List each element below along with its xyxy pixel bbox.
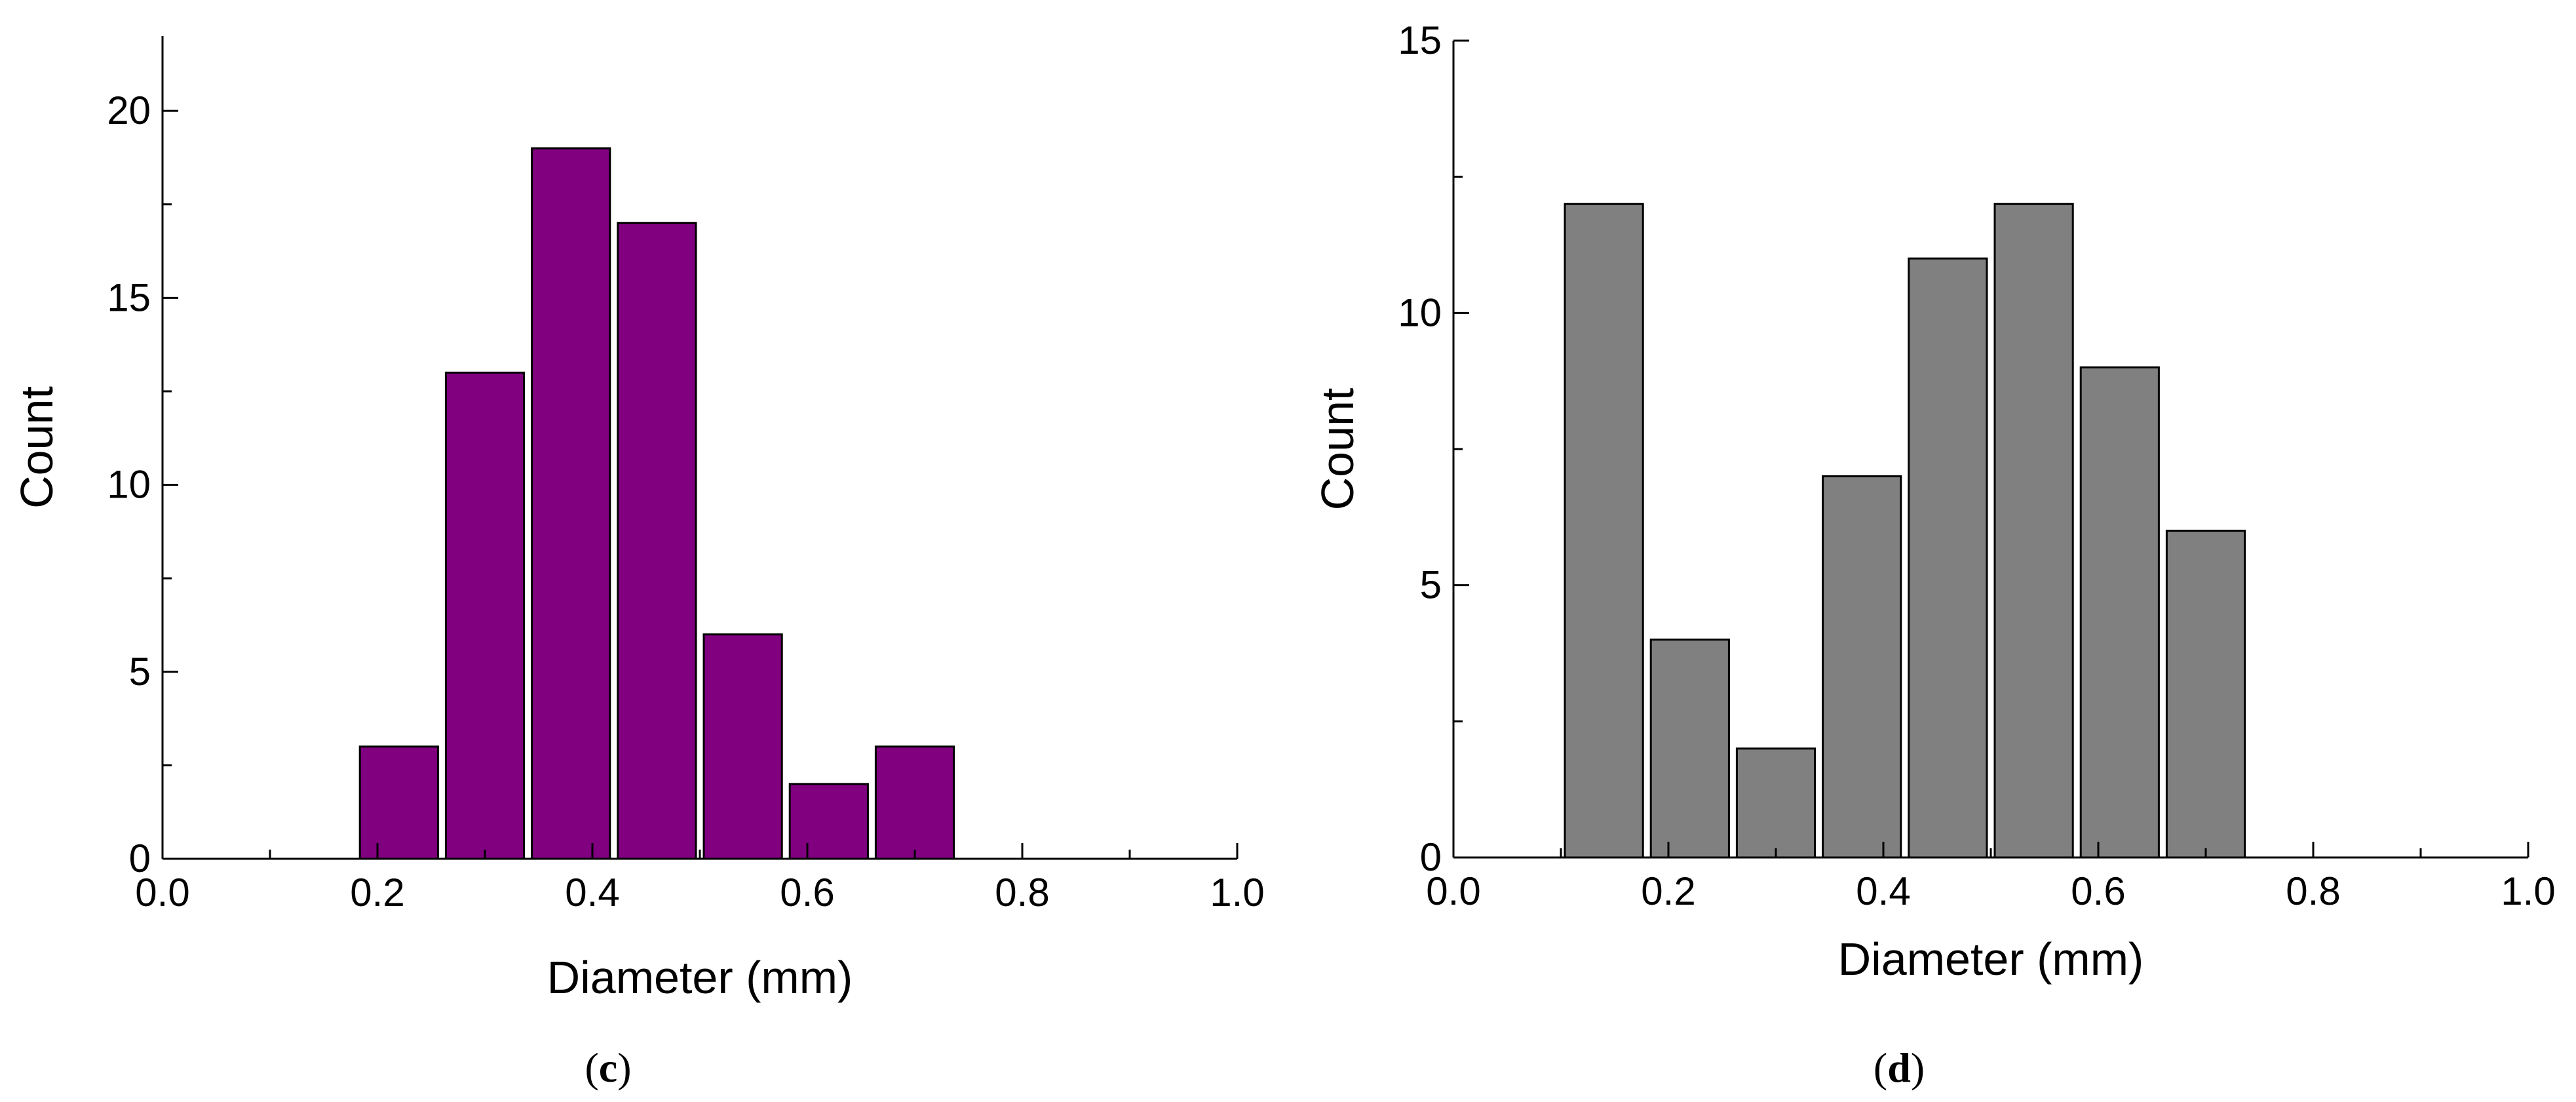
y-tick-label: 0 (129, 836, 151, 880)
histogram-bar (788, 783, 869, 860)
y-axis-title: Count (1312, 388, 1363, 511)
y-axis-title: Count (11, 386, 62, 509)
x-axis-title: Diameter (mm) (1838, 934, 2144, 985)
histogram-bar (1735, 747, 1817, 859)
histogram-bar (617, 222, 697, 860)
x-tick-label: 0.6 (780, 871, 834, 915)
panel-d: 0.0 0.2 0.4 0.6 0.8 1.0 0 5 10 15 Diameter (mm) Cou… (1312, 18, 2556, 1091)
y-tick-label: 20 (107, 89, 151, 132)
y-tick-label: 10 (1398, 290, 1442, 334)
x-tick-label: 0.2 (350, 871, 404, 915)
histogram-bar (1649, 639, 1730, 859)
y-tick-label: 15 (107, 275, 151, 319)
histogram-bar (2079, 366, 2160, 859)
panel-label: (c) (585, 1044, 631, 1091)
x-tick-label: 0.4 (565, 871, 619, 915)
x-tick-label: 0.2 (1641, 869, 1695, 913)
histogram-bar (1564, 203, 1644, 859)
histogram-bar (1822, 475, 1902, 859)
histogram-bar (1993, 203, 2074, 859)
x-tick-label: 0.8 (2286, 869, 2340, 913)
panel-label: (d) (1874, 1044, 1925, 1091)
x-tick-label: 1.0 (2501, 869, 2555, 913)
x-tick-label: 1.0 (1210, 871, 1264, 915)
y-tick-label: 5 (1420, 563, 1442, 607)
histogram-bar (531, 147, 611, 860)
y-tick-label: 15 (1398, 18, 1442, 62)
histogram-bar (444, 371, 526, 860)
x-tick-label: 0.6 (2071, 869, 2125, 913)
x-axis-title: Diameter (mm) (547, 952, 853, 1003)
x-tick-label: 0.0 (135, 871, 189, 915)
y-tick-label: 0 (1420, 835, 1442, 879)
y-tick-label: 10 (107, 463, 151, 507)
histogram-bar (874, 745, 955, 860)
histogram-bar (1908, 257, 1988, 859)
x-tick-label: 0.8 (995, 871, 1049, 915)
histogram-bar (702, 633, 783, 860)
x-tick-label: 0.4 (1856, 869, 1910, 913)
y-tick-label: 5 (129, 650, 151, 694)
panel-c: 0.0 0.2 0.4 0.6 0.8 1.0 0 5 10 15 20 Diameter (mm) C… (11, 36, 1265, 1091)
x-tick-label: 0.0 (1426, 869, 1480, 913)
histogram-bar (2165, 530, 2246, 859)
histogram-bar (358, 745, 439, 860)
